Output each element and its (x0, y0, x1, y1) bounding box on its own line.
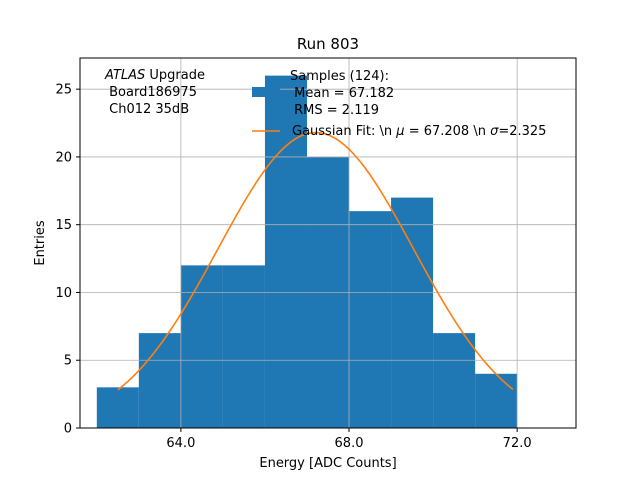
y-tick-label: 5 (64, 354, 72, 369)
x-tick-label: 68.0 (335, 436, 364, 451)
y-axis-label: Entries (33, 220, 48, 266)
annotation-board: Board186975 (105, 85, 197, 100)
x-axis-ticks: 64.0 68.0 72.0 (166, 428, 532, 451)
histogram-bar (180, 265, 223, 428)
annotation-line1-rest: Upgrade (145, 68, 205, 83)
histogram-bar (264, 75, 307, 428)
x-axis-label: Energy [ADC Counts] (259, 456, 396, 471)
histogram-bar (433, 333, 476, 428)
histogram-bar (138, 333, 181, 428)
x-tick-label: 64.0 (166, 436, 195, 451)
y-tick-label: 10 (55, 286, 72, 301)
svg-text:ATLAS Upgrade: ATLAS Upgrade (104, 68, 205, 83)
y-tick-label: 20 (55, 150, 72, 165)
y-tick-label: 25 (55, 83, 72, 98)
legend-histogram-line2: Mean = 67.182 (290, 86, 394, 101)
gaussian-fit-curve (117, 131, 514, 391)
annotation-italic: ATLAS (104, 68, 145, 83)
histogram-bar (349, 211, 392, 428)
histogram-bar (96, 387, 139, 428)
histogram-bar (475, 373, 518, 428)
y-tick-label: 15 (55, 218, 72, 233)
plot-frame (79, 57, 577, 429)
histogram-bar (391, 197, 434, 428)
legend-histogram-swatch (252, 87, 280, 97)
experiment-annotation: ATLAS Upgrade Board186975 Ch012 35dB (104, 68, 205, 117)
chart-title: Run 803 (297, 35, 359, 53)
annotation-channel: Ch012 35dB (105, 102, 189, 117)
y-axis-ticks: 0 5 10 15 20 25 (55, 83, 80, 437)
legend: Samples (124): Mean = 67.182 RMS = 2.119… (252, 69, 546, 139)
y-tick-label: 0 (64, 422, 72, 437)
x-tick-label: 72.0 (503, 436, 532, 451)
legend-fit-label: Gaussian Fit: \n μ = 67.208 \n σ=2.325 (292, 124, 546, 139)
legend-histogram-line1: Samples (124): (290, 69, 389, 84)
legend-histogram-line3: RMS = 2.119 (290, 103, 379, 118)
histogram-bar (222, 265, 265, 428)
